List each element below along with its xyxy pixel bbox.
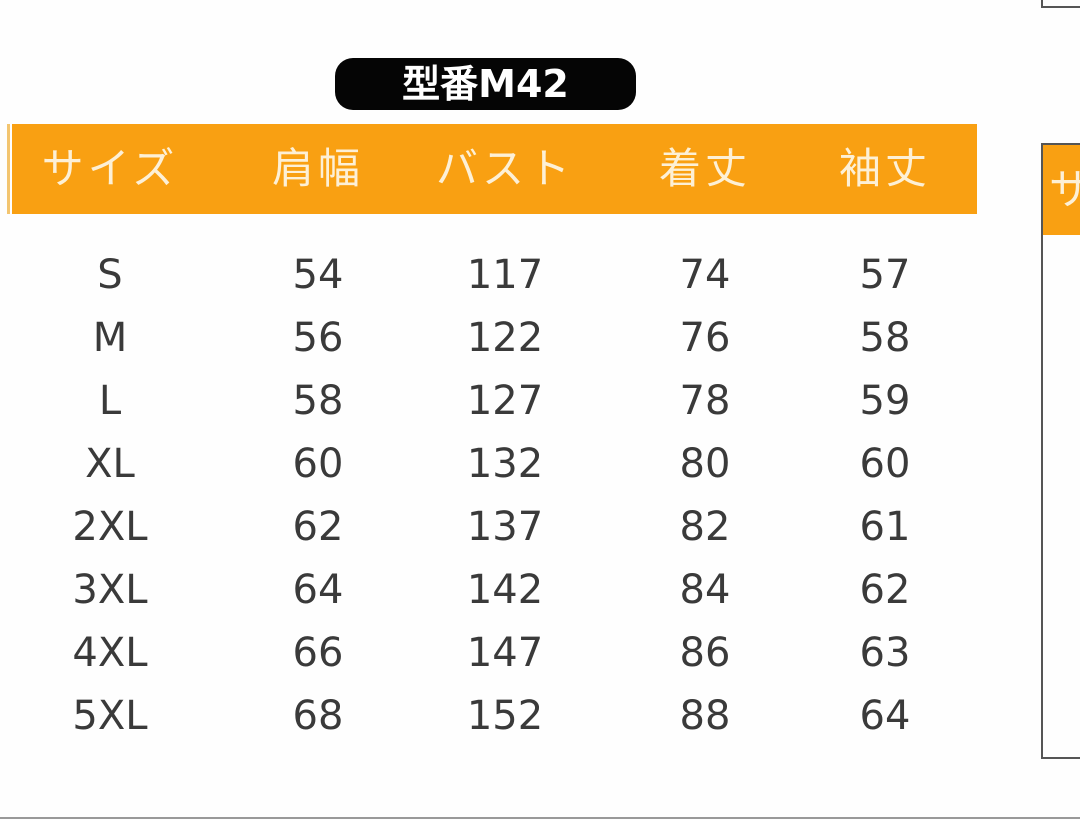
header-length: 着丈 [658, 144, 752, 193]
cell-size: 4XL [72, 630, 148, 676]
cell-shoulder-width: 56 [292, 315, 344, 361]
cell-bust: 142 [466, 567, 544, 613]
cell-length: 84 [679, 567, 731, 613]
cell-sleeve-length: 60 [859, 441, 911, 487]
cell-size: S [97, 252, 123, 298]
adjacent-box-top [1041, 0, 1080, 8]
header-size: サイズ [41, 144, 179, 193]
cell-bust: 127 [466, 378, 544, 424]
cell-shoulder-width: 54 [292, 252, 344, 298]
cell-bust: 132 [466, 441, 544, 487]
cell-sleeve-length: 58 [859, 315, 911, 361]
header-shoulder-width: 肩幅 [271, 144, 365, 193]
cell-length: 80 [679, 441, 731, 487]
cell-size: L [98, 378, 122, 424]
adjacent-table-header: サ [1043, 145, 1080, 235]
left-divider [7, 124, 10, 214]
cell-bust: 137 [466, 504, 544, 550]
cell-shoulder-width: 64 [292, 567, 344, 613]
model-number-badge: 型番M42 [335, 58, 636, 110]
cell-sleeve-length: 59 [859, 378, 911, 424]
cell-sleeve-length: 62 [859, 567, 911, 613]
cell-size: M [92, 315, 128, 361]
cell-size: 2XL [72, 504, 148, 550]
cell-length: 74 [679, 252, 731, 298]
adjacent-size-table: サ [1041, 143, 1080, 759]
cell-shoulder-width: 68 [292, 693, 344, 739]
cell-length: 78 [679, 378, 731, 424]
header-bust: バスト [435, 144, 575, 193]
cell-length: 76 [679, 315, 731, 361]
cell-length: 88 [679, 693, 731, 739]
cell-bust: 147 [466, 630, 544, 676]
cell-size: 3XL [72, 567, 148, 613]
cell-bust: 122 [466, 315, 544, 361]
cell-bust: 152 [466, 693, 544, 739]
bottom-divider [0, 817, 1080, 819]
cell-shoulder-width: 62 [292, 504, 344, 550]
cell-shoulder-width: 66 [292, 630, 344, 676]
cell-length: 82 [679, 504, 731, 550]
cell-size: 5XL [72, 693, 148, 739]
cell-sleeve-length: 61 [859, 504, 911, 550]
cell-sleeve-length: 64 [859, 693, 911, 739]
cell-sleeve-length: 57 [859, 252, 911, 298]
cell-shoulder-width: 58 [292, 378, 344, 424]
header-sleeve-length: 袖丈 [838, 144, 932, 193]
table-header: サイズ 肩幅 バスト 着丈 袖丈 [12, 124, 977, 214]
cell-bust: 117 [466, 252, 544, 298]
cell-shoulder-width: 60 [292, 441, 344, 487]
cell-size: XL [85, 441, 135, 487]
cell-length: 86 [679, 630, 731, 676]
cell-sleeve-length: 63 [859, 630, 911, 676]
